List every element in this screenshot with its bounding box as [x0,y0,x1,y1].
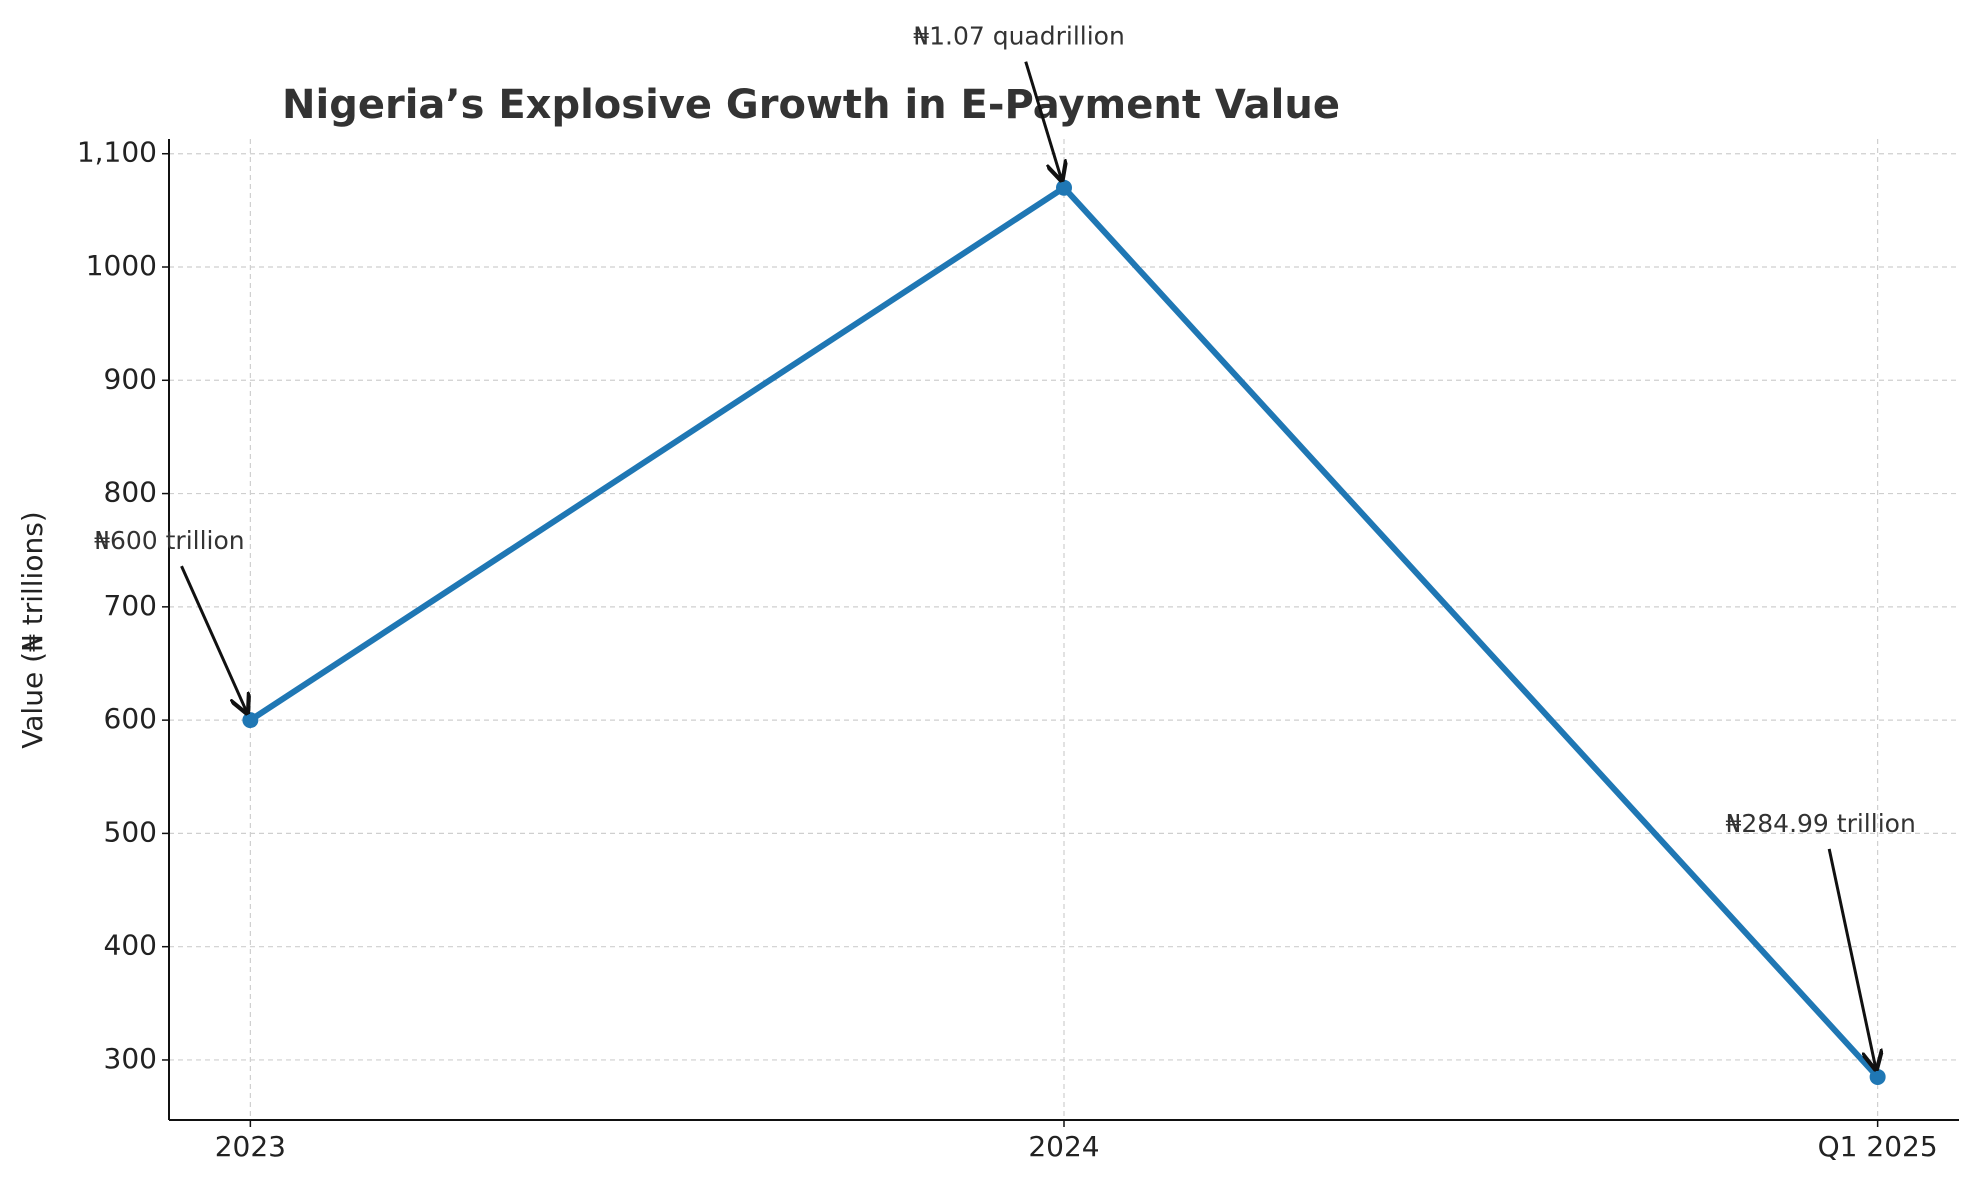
x-tick-label: 2023 [215,1130,286,1163]
x-tick-label: 2024 [1028,1130,1099,1163]
y-tick-label: 800 [104,476,157,509]
point [1869,1068,1886,1085]
annotation-arrow [1827,848,1876,1069]
y-axis-label: Value (₦ trillions) [16,511,49,748]
annotation: ₦284.99 trillion [1725,809,1915,838]
y-tick-label: 400 [104,929,157,962]
y-tick-label: 700 [104,589,157,622]
y-tick-label: 1000 [86,249,157,282]
chart-title: Nigeria’s Explosive Growth in E-Payment … [282,82,1340,128]
annotation: ₦600 trillion [94,526,245,555]
annotation-arrow [180,565,248,713]
annotation: ₦1.07 quadrillion [913,22,1125,51]
y-tick-label: 900 [104,362,157,395]
x-tick-label: Q1 2025 [1818,1130,1938,1163]
point [1056,179,1072,196]
y-tick-label: 1,100 [77,136,157,169]
point [242,712,259,729]
y-tick-label: 500 [104,815,157,848]
y-tick-label: 600 [104,702,157,735]
y-tick-label: 300 [104,1042,157,1075]
annotation-arrow [1024,61,1062,180]
